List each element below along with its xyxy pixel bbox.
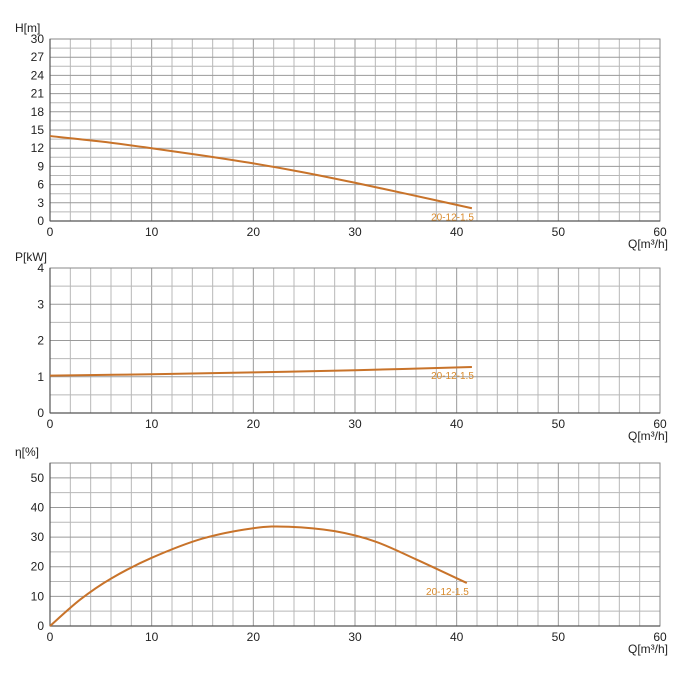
series-label: 20-12-1.5 [431,212,474,223]
x-tick-label: 20 [247,417,261,431]
y-tick-label: 27 [31,50,45,64]
y-tick-label: 3 [37,297,44,311]
y-tick-label: 0 [37,619,44,633]
x-tick-label: 20 [247,630,261,644]
y-tick-label: 0 [37,214,44,228]
y-tick-label: 2 [37,334,44,348]
grid [49,38,661,222]
x-tick-label: 10 [145,630,159,644]
series-line [49,365,472,377]
y-tick-label: 6 [37,178,44,192]
y-tick-label: 1 [37,370,44,384]
x-tick-label: 60 [653,630,667,644]
x-tick-label: 40 [450,630,464,644]
x-axis-label: Q[m³/h] [628,642,668,656]
y-tick-label: 40 [31,500,45,514]
series-line [49,135,473,210]
grid [49,267,661,414]
y-tick-label: 10 [31,589,45,603]
grid [49,462,661,627]
y-tick-label: 18 [31,105,45,119]
y-tick-label: 50 [31,471,45,485]
x-tick-label: 0 [47,630,54,644]
x-axis-label: Q[m³/h] [628,237,668,251]
x-tick-label: 50 [552,417,566,431]
x-tick-label: 30 [348,630,362,644]
y-tick-label: 0 [37,406,44,420]
chart-panel-1: 0 3 6 9 12 15 18 21 24 27 30 0 10 20 30 40 50 60 H[m] Q[m³/… [15,21,668,251]
x-tick-label: 30 [348,225,362,239]
x-tick-label: 60 [653,225,667,239]
x-tick-label: 60 [653,417,667,431]
x-tick-label: 50 [552,630,566,644]
x-tick-label: 0 [47,225,54,239]
y-axis-label: P[kW] [15,250,47,264]
x-tick-label: 10 [145,225,159,239]
x-tick-label: 0 [47,417,54,431]
y-tick-label: 24 [31,68,45,82]
x-tick-label: 10 [145,417,159,431]
y-axis-label: H[m] [15,21,40,35]
y-tick-label: 12 [31,141,45,155]
x-tick-label: 40 [450,417,464,431]
x-axis-label: Q[m³/h] [628,429,668,443]
x-tick-label: 40 [450,225,464,239]
y-tick-label: 15 [31,123,45,137]
y-tick-label: 4 [37,261,44,275]
y-tick-label: 21 [31,87,45,101]
y-tick-label: 3 [37,196,44,210]
y-tick-label: 20 [31,560,45,574]
x-tick-label: 30 [348,417,362,431]
series-label: 20-12-1.5 [431,371,474,382]
series-line [49,525,468,627]
y-tick-label: 9 [37,159,44,173]
series-label: 20-12-1.5 [426,587,469,598]
x-tick-label: 50 [552,225,566,239]
chart-panel-3: 0 10 20 30 40 50 0 10 20 30 40 50 60 η[%] Q[m³/h] 20-12… [15,445,668,656]
y-tick-label: 30 [31,32,45,46]
y-tick-label: 30 [31,530,45,544]
x-tick-label: 20 [247,225,261,239]
y-axis-label: η[%] [15,445,39,459]
